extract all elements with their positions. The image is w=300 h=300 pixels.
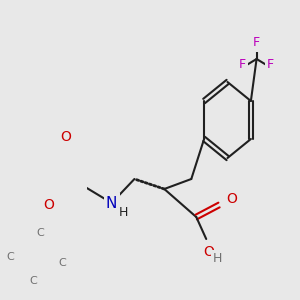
Text: F: F	[267, 58, 274, 71]
Text: N: N	[106, 196, 117, 211]
Text: C: C	[7, 252, 15, 262]
Text: C: C	[37, 228, 44, 238]
Text: F: F	[239, 58, 246, 71]
Text: C: C	[30, 276, 38, 286]
Text: H: H	[213, 253, 222, 266]
Text: O: O	[44, 198, 55, 212]
Text: O: O	[226, 192, 237, 206]
Text: C: C	[58, 258, 66, 268]
Text: H: H	[118, 206, 128, 220]
Text: O: O	[204, 245, 214, 259]
Text: F: F	[253, 37, 260, 50]
Text: O: O	[61, 130, 72, 144]
